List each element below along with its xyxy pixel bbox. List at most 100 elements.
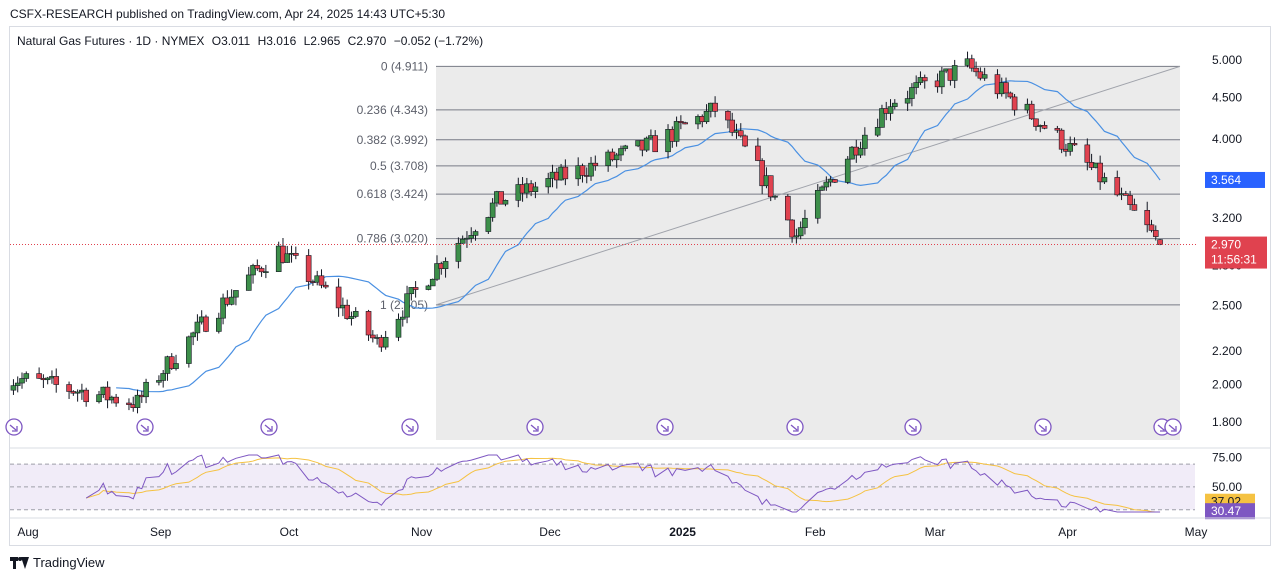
ma-value-badge [1205,171,1265,188]
candle-down [83,389,89,403]
time-tick-label: Apr [1058,525,1077,539]
candle-up [455,242,462,262]
candle-up [772,195,778,198]
event-marker-icon [401,418,419,436]
candle-up [186,336,192,364]
price-tick-label: 5.000 [1212,53,1242,67]
event-marker-icon [904,418,922,436]
candle-down [1054,128,1061,131]
candle-down [737,130,744,137]
candle-up [643,137,650,151]
candle-up [220,297,226,319]
candle-up [44,377,51,381]
fib-level-label: 0.786 (3.020) [357,232,428,246]
candle-down [1127,195,1133,205]
price-tick-label: 4.500 [1212,90,1242,104]
candle-up [434,263,440,280]
candle-down [168,356,175,369]
ohlc-high: H3.016 [257,34,297,48]
candle-up [823,181,830,188]
candle-down [36,373,42,379]
time-tick-label: May [1185,525,1208,539]
candle-up [96,394,102,403]
candle-up [399,316,406,320]
time-tick-label: Sep [150,525,172,539]
candle-down [973,67,979,73]
candle-up [459,238,466,244]
candle-down [832,179,838,183]
candle-up [874,127,881,136]
candle-down [1011,96,1018,111]
candle-down [1157,239,1163,245]
candle-up [879,108,885,128]
candle-up [425,285,432,290]
last-price-label: 2.970 [1211,238,1241,252]
fib-level-label: 0.382 (3.992) [357,133,428,147]
candle-down [1097,162,1103,183]
event-marker-icon [5,418,23,436]
symbol-legend[interactable]: Natural Gas Futures · 1D · NYMEX O3.011 … [17,34,487,48]
candle-down [254,265,261,269]
candle-up [250,265,256,276]
candle-down [322,284,329,288]
candle-down [592,162,599,167]
candle-up [173,363,179,369]
candle-up [532,186,539,192]
candle-up [14,382,21,386]
candle-up [143,381,149,398]
candle-down [921,77,928,82]
candle-down [1058,129,1065,150]
candle-up [951,65,958,81]
fib-level-label: 0 (4.911) [381,59,428,73]
candle-up [797,227,804,237]
price-tick-label: 2.500 [1212,299,1242,313]
candle-down [203,316,209,332]
candle-up [156,380,162,383]
candle-down [305,255,312,282]
time-tick-label: Nov [411,525,432,539]
candle-up [981,74,988,79]
ma-value-label: 3.564 [1211,173,1241,187]
candle-down [767,175,774,198]
event-marker-icon [260,418,278,436]
candle-up [190,332,196,338]
candle-up [160,373,166,381]
candle-up [404,293,410,318]
rsi-value: 30.47 [1211,504,1241,518]
candle-up [909,87,915,99]
chart-frame [9,26,1271,546]
ohlc-low: L2.965 [303,34,341,48]
publisher-line: CSFX-RESEARCH published on TradingView.c… [10,7,446,21]
candle-down [113,396,119,404]
candle-up [1067,143,1074,152]
countdown-label: 11:56:31 [1211,253,1257,267]
candle-up [887,106,894,114]
candle-down [742,135,748,147]
candle-up [442,261,449,269]
candle-up [245,274,252,291]
candle-down [1148,224,1155,231]
candle-down [318,275,325,286]
candle-down [1144,210,1151,226]
candle-down [335,286,342,309]
candle-down [498,191,504,205]
candle-up [74,391,81,394]
price-tick-label: 3.200 [1212,211,1242,225]
candle-down [785,195,791,221]
candle-down [1084,144,1091,163]
candle-down [344,304,350,319]
candle-up [485,217,492,232]
candle-down [678,121,684,123]
price-tick-label: 4.000 [1212,132,1242,146]
footer-brand[interactable]: TradingView [10,555,105,570]
candle-down [682,122,688,125]
candle-up [472,231,479,236]
candle-up [814,189,821,219]
fib-zone [436,66,1180,440]
candle-down [104,386,111,401]
candle-down [1131,204,1138,211]
rsi-tick-label: 75.00 [1212,450,1242,464]
candle-down [789,219,795,238]
candle-down [755,145,761,161]
